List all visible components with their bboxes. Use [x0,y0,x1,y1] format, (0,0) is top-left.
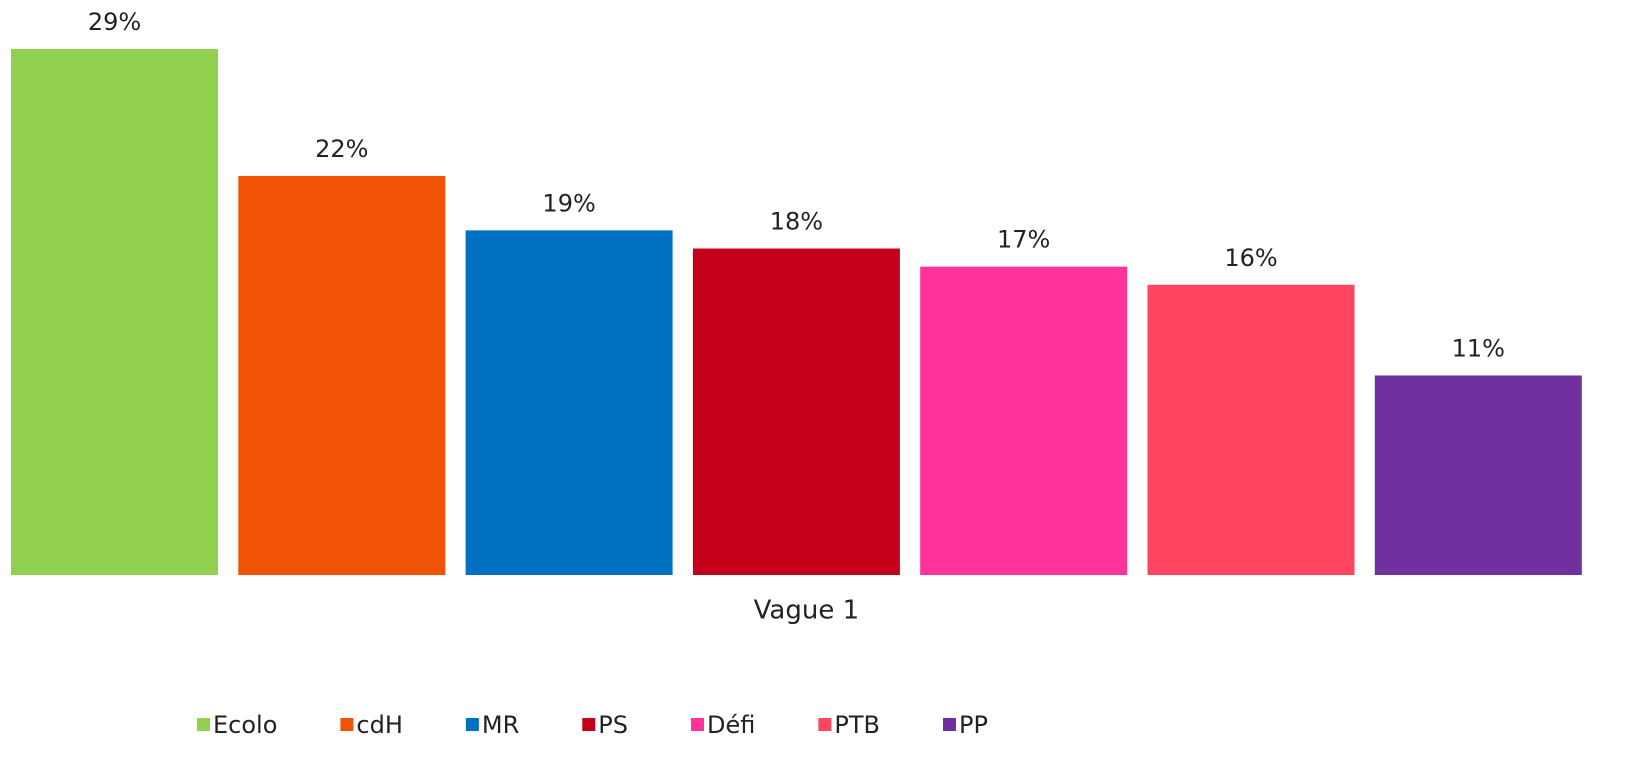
legend-swatch [582,718,596,731]
bar [692,248,900,575]
legend-swatch [197,718,210,731]
legend-label: MR [482,711,519,739]
legend-swatch [818,718,832,731]
data-label: 18% [770,208,823,236]
legend-swatch [942,718,956,731]
legend-label: Ecolo [213,711,277,739]
bar [920,266,1128,575]
bar [11,49,218,575]
legend-label: PTB [834,711,880,739]
data-label: 17% [997,226,1050,254]
bar [1374,375,1582,575]
data-label: 19% [542,189,595,217]
legend-label: cdH [356,711,402,739]
legend-swatch [340,718,354,731]
data-label: 29% [88,8,141,36]
bar [238,175,446,575]
data-label: 16% [1224,244,1277,272]
data-label: 22% [315,135,368,163]
bar [1147,284,1355,575]
legend-label: Défi [707,711,755,739]
legend-label: PS [598,711,628,739]
legend-swatch [465,718,479,731]
bar [465,230,673,575]
legend-swatch [691,718,704,731]
data-label: 11% [1452,334,1505,362]
legend-label: PP [959,711,988,739]
x-tick-label: Vague 1 [754,596,860,626]
